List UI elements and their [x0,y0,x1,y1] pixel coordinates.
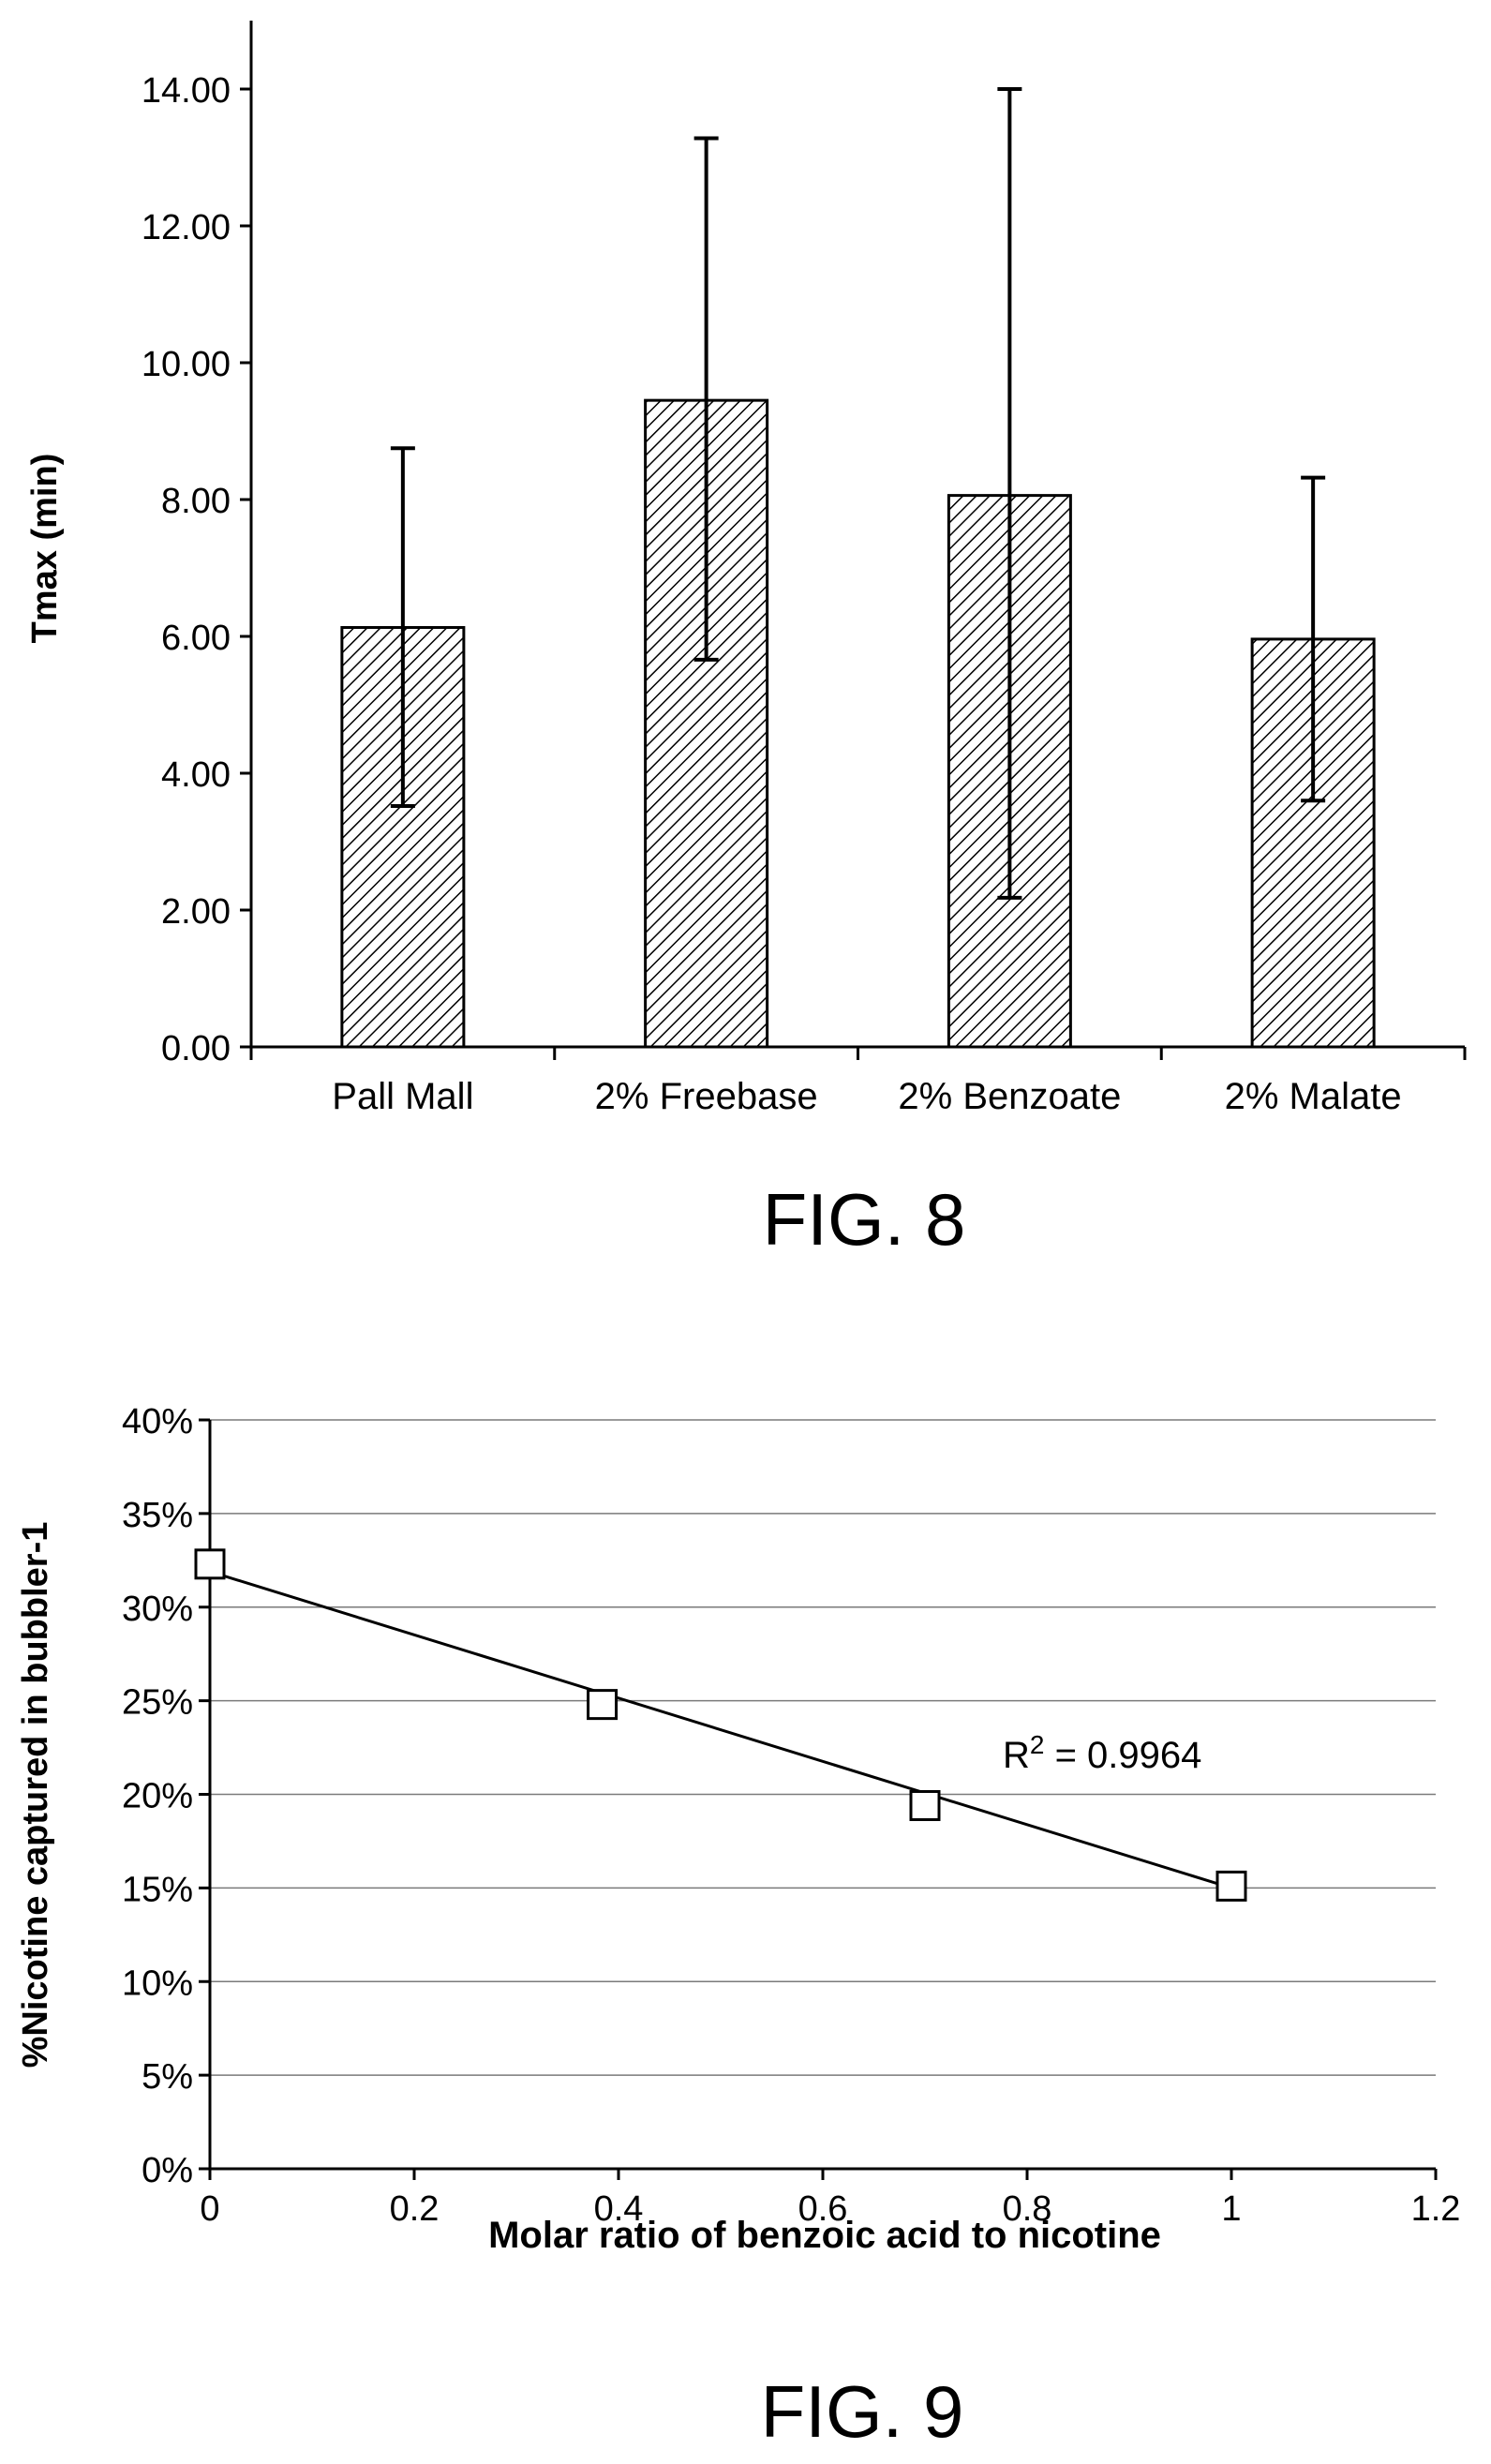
fig9-y-tick-label: 15% [122,1870,193,1909]
fig9-x-ticks: 0 0.2 0.4 0.6 0.8 1 1.2 [200,2169,1460,2229]
fig9-y-tick-label: 20% [122,1777,193,1816]
fig9-figure-label: FIG. 9 [761,2370,964,2453]
fig9-trendline [209,1570,1232,1889]
fig9-y-tick-label: 5% [142,2057,193,2097]
fig9-points [194,1548,1247,1902]
fig8-category-label: Pall Mall [332,1076,473,1117]
fig9-data-point [1215,1870,1247,1902]
fig9-r2-superscript: 2 [1030,1730,1045,1759]
fig9-y-ticks: 0% 5% 10% 15% 20% 25% 30% 35% 40% [122,1402,210,2190]
fig8-category-label: 2% Benzoate [898,1076,1121,1117]
fig9-r2-prefix: R [1003,1735,1030,1776]
fig9-x-axis-label: Molar ratio of benzoic acid to nicotine [488,2215,1161,2256]
fig8-y-tick-label: 8.00 [161,482,231,521]
fig9-data-point [194,1548,226,1580]
fig8-y-tick-label: 14.00 [142,71,231,111]
fig9-x-tick-label: 0.8 [1003,2189,1052,2229]
fig8-category-label: 2% Malate [1225,1076,1402,1117]
fig8-figure-label: FIG. 8 [763,1178,966,1261]
fig9-y-tick-label: 30% [122,1590,193,1629]
fig9-x-tick-label: 0.4 [594,2189,644,2229]
fig9-y-tick-label: 25% [122,1683,193,1723]
fig9-r2-value: = 0.9964 [1044,1735,1201,1776]
fig9-r2-annotation: R2 = 0.9964 [1003,1730,1201,1777]
fig9-data-point [587,1689,619,1721]
fig9-x-tick-label: 1.2 [1411,2189,1461,2229]
fig8-y-axis-label: Tmax (min) [25,454,65,644]
fig8-x-ticks: Pall Mall 2% Freebase 2% Benzoate 2% Malate [249,1047,1467,1117]
fig8-y-tick-label: 4.00 [161,755,231,795]
fig9-x-tick-label: 0.6 [798,2189,848,2229]
fig9-x-tick-label: 0 [200,2189,219,2229]
fig8-y-tick-label: 0.00 [161,1029,231,1068]
fig8-y-tick-label: 10.00 [142,345,231,384]
fig9-y-axis-label: %Nicotine captured in bubbler-1 [16,1522,55,2068]
fig8-y-tick-label: 2.00 [161,892,231,932]
fig9-trendline-segment [209,1570,1232,1889]
fig9-y-tick-label: 35% [122,1496,193,1535]
figure-9-scatter-chart: 0% 5% 10% 15% 20% 25% 30% 35% 40% 0 0.2 0.4 0.6 0.8 1… [16,1402,1460,2453]
fig8-y-ticks: 0.00 2.00 4.00 6.00 8.00 10.00 12.00 14.00 [142,71,251,1068]
fig9-y-tick-label: 0% [142,2151,193,2190]
fig8-category-label: 2% Freebase [595,1076,818,1117]
fig8-y-tick-label: 12.00 [142,208,231,247]
fig8-bars [340,398,1376,1049]
fig9-y-tick-label: 10% [122,1964,193,2003]
fig9-data-point [909,1789,941,1821]
fig8-error-bars [390,87,1326,900]
fig8-y-tick-label: 6.00 [161,619,231,658]
figure-8-bar-chart: Tmax (min) 0.00 2.00 4.00 6.00 8.00 10.00 12.0… [25,21,1467,1261]
fig9-y-tick-label: 40% [122,1402,193,1441]
fig9-gridlines [210,1419,1436,2076]
fig9-x-tick-label: 1 [1221,2189,1241,2229]
fig9-x-tick-label: 0.2 [390,2189,440,2229]
